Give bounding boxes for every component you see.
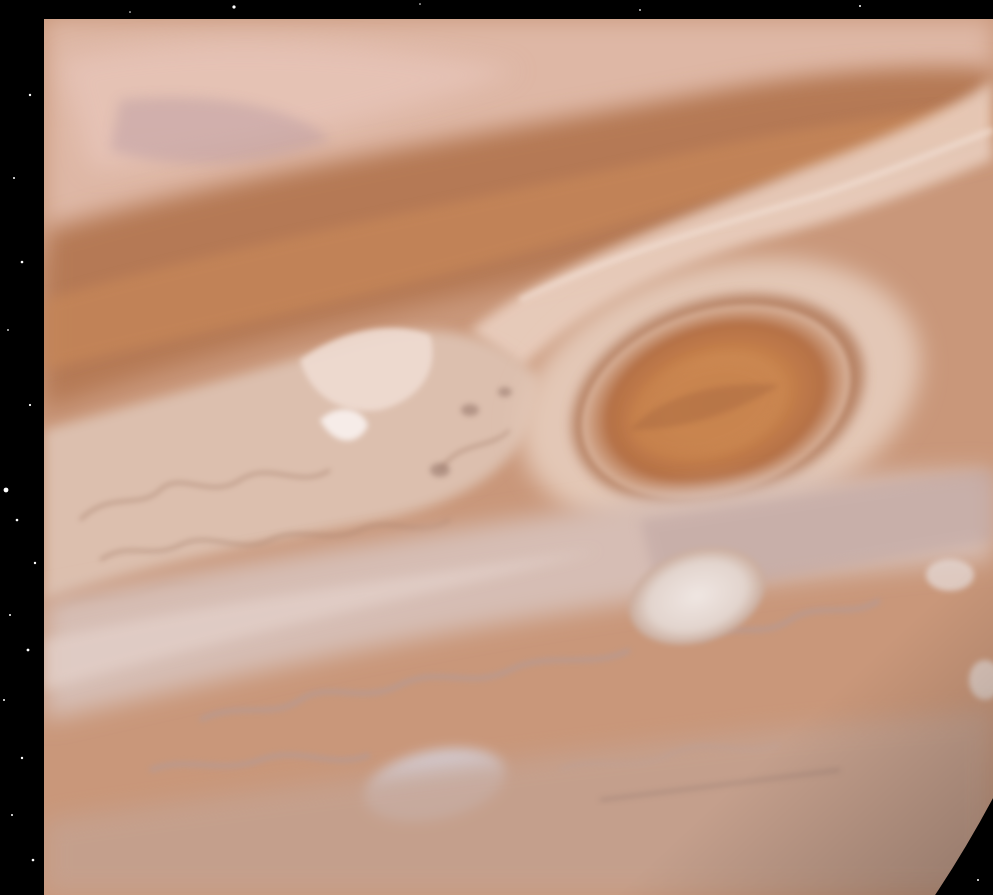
starfield (3, 3, 979, 881)
jupiter-disk (44, 19, 993, 895)
